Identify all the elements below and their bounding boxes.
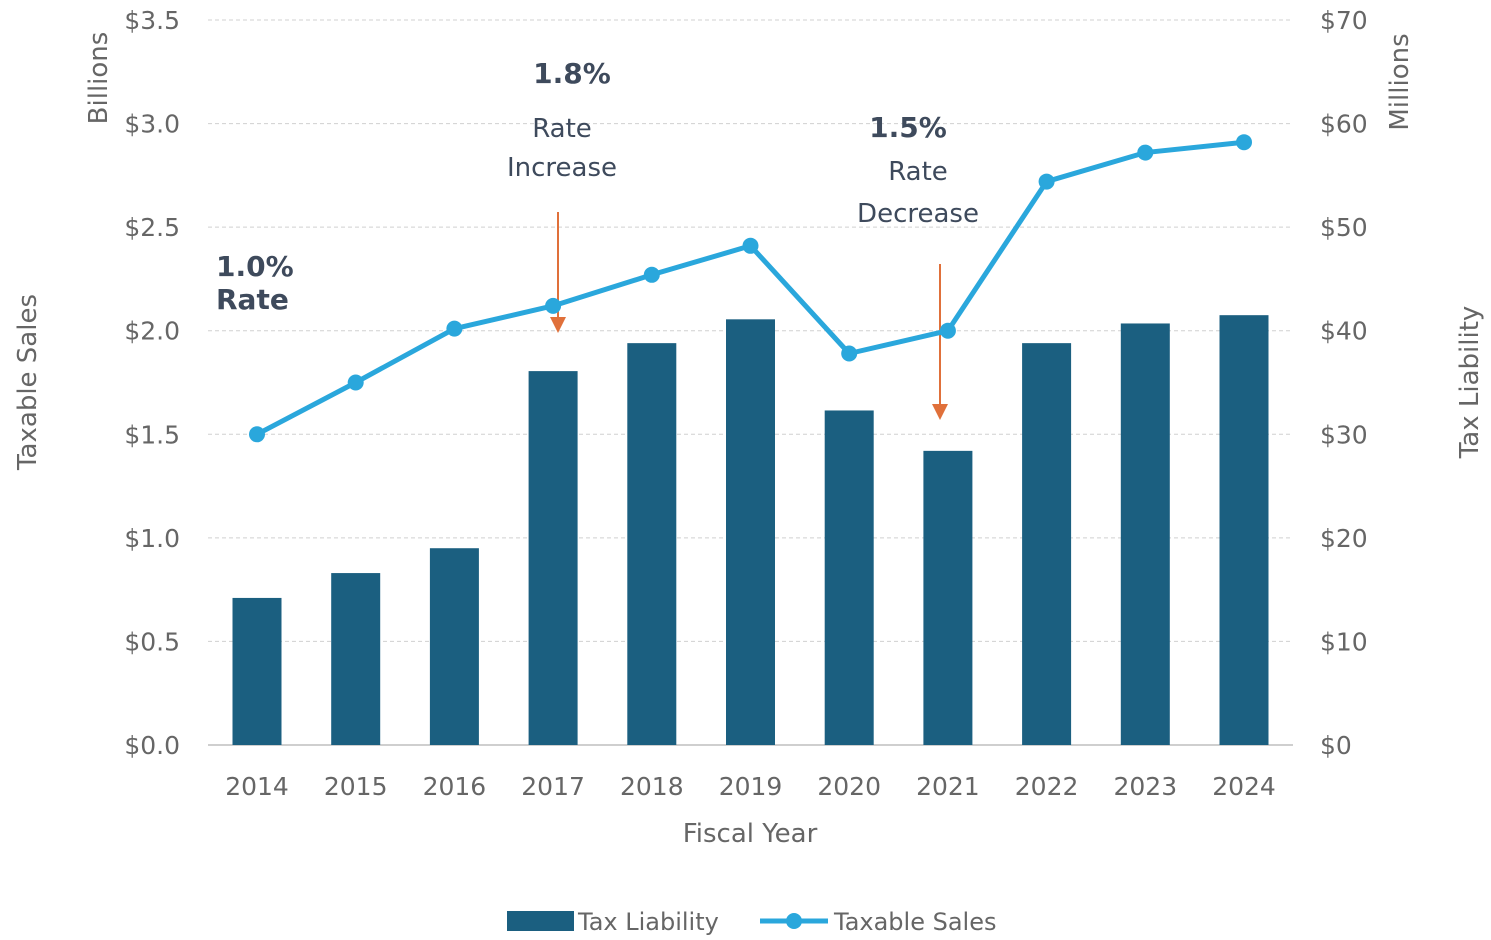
bar-tax-liability (726, 319, 775, 745)
y-right-tick-label: $40 (1320, 317, 1368, 346)
y-left-tick-label: $0.0 (124, 731, 180, 760)
annotation-2021-line2: Decrease (857, 199, 979, 229)
annotation-2017-line1: Rate (532, 114, 592, 144)
y-right-tick-label: $50 (1320, 213, 1368, 242)
x-axis-title: Fiscal Year (683, 819, 818, 849)
x-tick-label: 2018 (620, 772, 684, 801)
x-tick-label: 2023 (1113, 772, 1177, 801)
annotation-2017: 1.8% Rate Increase (507, 57, 617, 183)
point-taxable-sales (841, 345, 858, 362)
y-left-tick-label: $3.5 (124, 6, 180, 35)
point-taxable-sales (347, 374, 364, 391)
legend-label-taxable-sales: Taxable Sales (833, 908, 996, 936)
y-axis-left-title: Taxable Sales (13, 294, 43, 471)
bar-tax-liability (429, 548, 479, 745)
x-tick-label: 2016 (423, 772, 487, 801)
annotation-2021-line1: Rate (888, 157, 948, 187)
annotation-2021-pct: 1.5% (869, 111, 947, 144)
bar-tax-liability (923, 450, 973, 745)
y-left-tick-label: $0.5 (124, 627, 180, 656)
x-tick-label: 2020 (817, 772, 881, 801)
point-taxable-sales (1236, 134, 1252, 151)
y-left-tick-label: $2.5 (124, 213, 180, 242)
annotation-2014: 1.0% Rate (216, 250, 294, 316)
legend-label-tax-liability: Tax Liability (577, 908, 719, 936)
y-axis-right-unit: Millions (1385, 33, 1415, 130)
line-taxable-sales (249, 134, 1252, 443)
legend: Tax Liability Taxable Sales (507, 908, 996, 936)
y-right-tick-label: $30 (1320, 420, 1368, 449)
tick-labels: $0.0 $0 $0.5 $10 $1.0 $20 $1.5 $30 $2.0 $40 $2.5 $5… (124, 6, 1367, 801)
x-tick-label: 2017 (521, 772, 585, 801)
x-tick-label: 2014 (225, 772, 289, 801)
y-right-tick-label: $20 (1320, 524, 1368, 553)
y-right-tick-label: $0 (1320, 731, 1352, 760)
annotation-2014-line1: Rate (216, 283, 289, 316)
bar-tax-liability (331, 573, 381, 745)
bar-tax-liability (1219, 315, 1269, 745)
point-taxable-sales (446, 320, 463, 337)
bar-tax-liability (627, 343, 677, 745)
x-tick-label: 2019 (719, 772, 783, 801)
annotation-arrow-head (932, 404, 948, 420)
y-left-tick-label: $1.0 (124, 524, 180, 553)
y-right-tick-label: $60 (1320, 110, 1368, 139)
point-taxable-sales (249, 426, 265, 443)
point-taxable-sales (939, 322, 956, 339)
annotation-arrow-head (550, 317, 566, 333)
legend-swatch-taxable-sales-marker (786, 913, 802, 929)
bar-tax-liability (1120, 323, 1170, 745)
bar-tax-liability (232, 597, 282, 745)
point-taxable-sales (545, 297, 562, 314)
x-tick-label: 2015 (324, 772, 388, 801)
annotation-2021: 1.5% Rate Decrease (857, 111, 979, 229)
bar-tax-liability (528, 371, 578, 745)
annotation-2014-pct: 1.0% (216, 250, 294, 283)
y-axis-left-unit: Billions (84, 32, 114, 125)
annotation-2017-line2: Increase (507, 153, 617, 183)
legend-swatch-tax-liability (507, 911, 574, 931)
y-right-tick-label: $70 (1320, 6, 1368, 35)
y-left-tick-label: $1.5 (124, 420, 180, 449)
x-tick-label: 2021 (916, 772, 980, 801)
bar-tax-liability (824, 410, 874, 745)
point-taxable-sales (742, 237, 759, 254)
y-axis-right-title: Tax Liability (1455, 306, 1485, 460)
point-taxable-sales (643, 266, 660, 283)
bar-tax-liability (1022, 343, 1072, 745)
annotation-2017-pct: 1.8% (533, 57, 611, 90)
y-left-tick-label: $3.0 (124, 110, 180, 139)
point-taxable-sales (1038, 173, 1055, 190)
x-tick-label: 2022 (1015, 772, 1079, 801)
y-right-tick-label: $10 (1320, 627, 1368, 656)
bars-tax-liability (232, 315, 1269, 745)
y-left-tick-label: $2.0 (124, 317, 180, 346)
x-tick-label: 2024 (1212, 772, 1276, 801)
point-taxable-sales (1137, 144, 1154, 161)
